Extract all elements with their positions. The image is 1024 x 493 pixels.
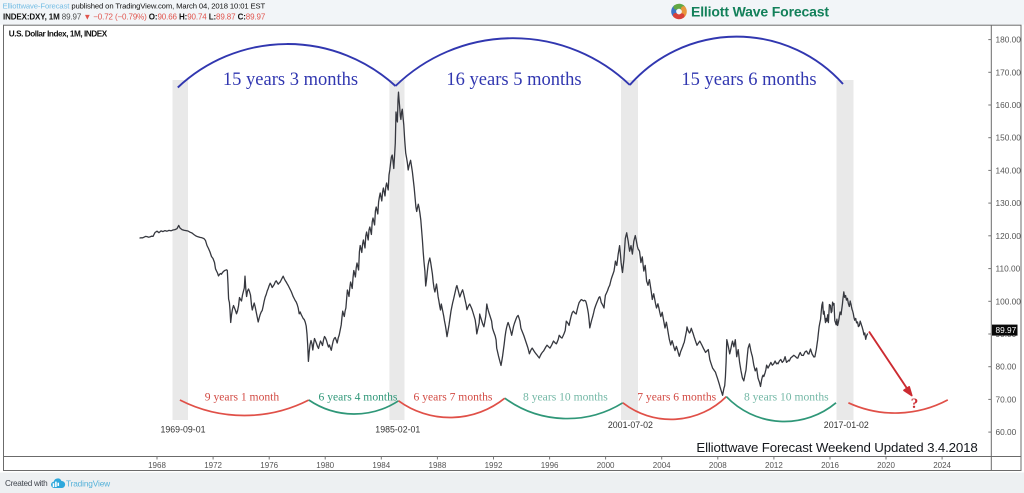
svg-text:2024: 2024 [933, 461, 951, 470]
svg-text:15 years 3 months: 15 years 3 months [223, 70, 358, 90]
svg-text:1980: 1980 [316, 461, 334, 470]
svg-text:1992: 1992 [485, 461, 503, 470]
svg-text:2016: 2016 [821, 461, 839, 470]
svg-text:2012: 2012 [765, 461, 783, 470]
svg-text:2020: 2020 [877, 461, 895, 470]
svg-text:89.97: 89.97 [996, 325, 1017, 335]
svg-text:9 years 1 month: 9 years 1 month [205, 391, 280, 404]
svg-text:15 years 6 months: 15 years 6 months [681, 70, 816, 90]
svg-text:100.00: 100.00 [996, 296, 1022, 306]
svg-text:2001-07-02: 2001-07-02 [608, 420, 653, 430]
svg-text:130.00: 130.00 [996, 198, 1022, 208]
svg-text:110.00: 110.00 [996, 264, 1021, 274]
svg-text:1968: 1968 [148, 461, 166, 470]
svg-text:6 years 4 months: 6 years 4 months [319, 391, 398, 404]
svg-text:2017-01-02: 2017-01-02 [824, 420, 869, 430]
svg-text:16 years 5 months: 16 years 5 months [446, 70, 581, 90]
svg-text:Elliott Wave Forecast: Elliott Wave Forecast [691, 3, 829, 19]
svg-text:Elliottwave-Forecast published: Elliottwave-Forecast published on Tradin… [3, 2, 266, 11]
svg-text:1996: 1996 [541, 461, 559, 470]
svg-text:TradingView: TradingView [66, 479, 111, 489]
svg-text:8 years 10 months: 8 years 10 months [523, 391, 608, 404]
svg-text:80.00: 80.00 [996, 362, 1017, 372]
svg-text:?: ? [911, 396, 919, 412]
svg-text:60.00: 60.00 [996, 427, 1017, 437]
svg-text:1976: 1976 [260, 461, 278, 470]
svg-text:1988: 1988 [429, 461, 447, 470]
svg-text:6 years 7 months: 6 years 7 months [414, 391, 493, 404]
svg-text:2004: 2004 [653, 461, 671, 470]
svg-text:120.00: 120.00 [996, 231, 1022, 241]
svg-text:1972: 1972 [204, 461, 222, 470]
svg-text:150.00: 150.00 [996, 133, 1022, 143]
svg-text:7 years 6 months: 7 years 6 months [637, 391, 716, 404]
svg-text:160.00: 160.00 [996, 100, 1022, 110]
svg-text:U.S. Dollar Index, 1M, INDEX: U.S. Dollar Index, 1M, INDEX [9, 29, 108, 38]
svg-text:1984: 1984 [372, 461, 390, 470]
svg-text:INDEX:DXY, 1M 89.97 ▼ −0.72 (−: INDEX:DXY, 1M 89.97 ▼ −0.72 (−0.79%) O:9… [3, 12, 266, 21]
svg-text:1985-02-01: 1985-02-01 [375, 425, 420, 435]
svg-text:Created with: Created with [5, 479, 48, 488]
svg-text:70.00: 70.00 [996, 394, 1017, 404]
svg-text:2000: 2000 [597, 461, 615, 470]
svg-text:1969-09-01: 1969-09-01 [161, 425, 206, 435]
svg-text:8 years 10 months: 8 years 10 months [744, 391, 829, 404]
svg-text:170.00: 170.00 [996, 67, 1022, 77]
svg-text:140.00: 140.00 [996, 165, 1022, 175]
svg-text:180.00: 180.00 [996, 35, 1022, 45]
svg-text:2008: 2008 [709, 461, 727, 470]
svg-text:Elliottwave Forecast Weekend U: Elliottwave Forecast Weekend Updated 3.4… [696, 440, 977, 455]
